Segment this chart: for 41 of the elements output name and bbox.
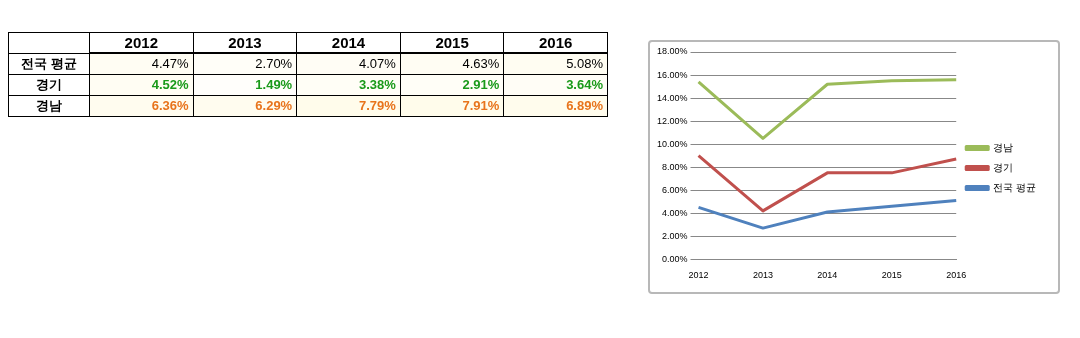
legend-label: 전국 평균 [993,181,1036,193]
data-label: 3.64% [503,74,608,95]
x-tick-label: 2014 [296,32,401,53]
data-label: 1.49% [193,74,297,95]
data-label: 3.38% [296,74,401,95]
x-tick-label: 2015 [400,32,504,53]
data-label: 6.89% [503,95,608,116]
data-label: 6.29% [193,95,297,116]
data-label: 4.47% [89,53,194,74]
y-tick-label: 경기 [8,74,90,95]
data-label: 2.70% [193,53,297,74]
data-label: 7.79% [296,95,401,116]
y-tick-label: 2.00% [661,230,688,241]
y-tick-label: 18.00% [656,46,688,57]
data-label: 7.91% [400,95,504,116]
y-tick-label: 경남 [8,95,90,116]
x-tick-label: 2016 [503,32,608,53]
x-tick-label: 2013 [193,32,297,53]
data-label: 4.52% [89,74,194,95]
y-tick-label: 16.00% [656,69,688,80]
y-tick-label: 12.00% [656,115,688,126]
data-label: 4.07% [296,53,401,74]
data-label: 5.08% [503,53,608,74]
legend-label: 경기 [993,161,1014,173]
y-tick-label: 8.00% [661,161,688,172]
y-tick-label: 14.00% [656,92,688,103]
data-label: 2.91% [400,74,504,95]
y-tick-label: 0.00% [661,253,688,264]
y-tick-label: 전국 평균 [8,53,90,74]
y-tick-label: 4.00% [661,207,688,218]
x-tick-label: 2012 [688,270,709,281]
y-tick-label: 6.00% [661,184,688,195]
data-label: 6.36% [89,95,194,116]
x-tick-label: 2012 [89,32,194,53]
x-tick-label: 2016 [946,270,967,281]
data-label: 4.63% [400,53,504,74]
x-tick-label: 2015 [881,270,902,281]
x-tick-label: 2013 [752,270,773,281]
y-tick-label: 10.00% [656,138,688,149]
legend-label: 경남 [993,141,1014,153]
x-tick-label: 2014 [817,270,838,281]
